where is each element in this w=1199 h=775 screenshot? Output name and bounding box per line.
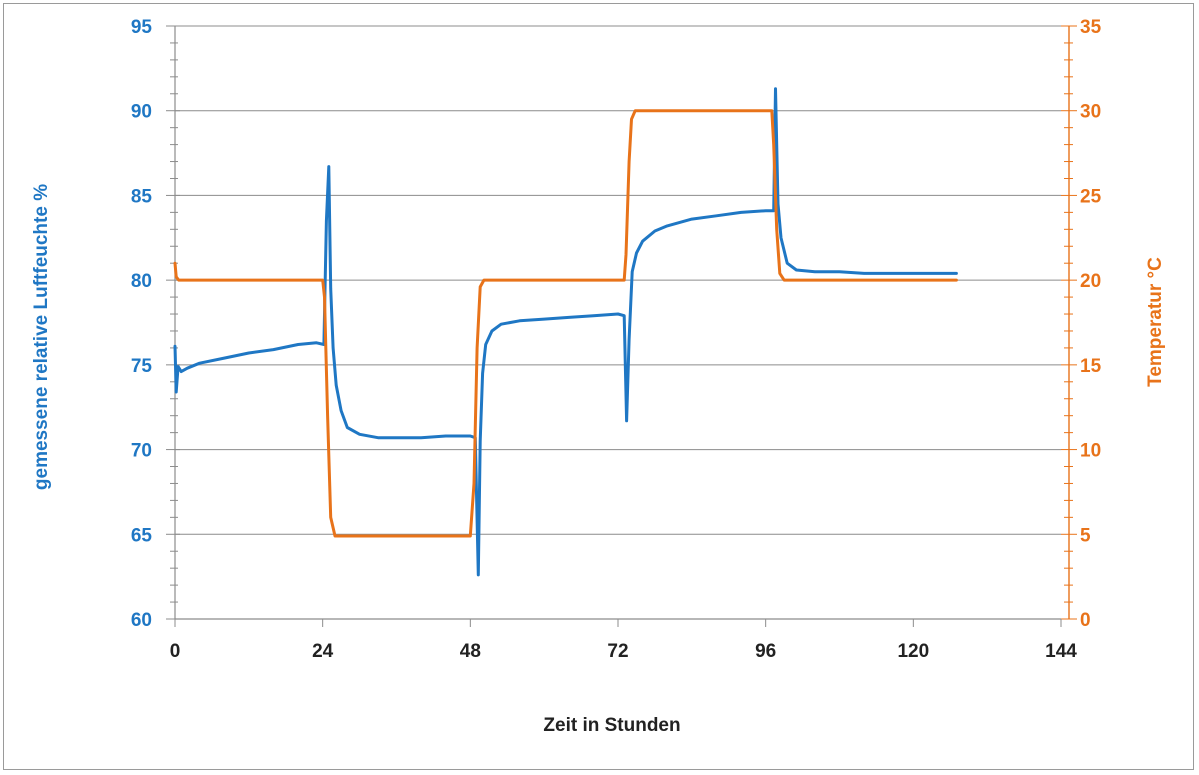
x-tick-label: 0 — [170, 641, 181, 662]
left-axis-title: gemessene relative Luftfeuchte % — [31, 184, 52, 490]
right-axis-title: Temperatur °C — [1145, 257, 1166, 387]
right-tick-label: 35 — [1080, 17, 1102, 38]
right-tick-label: 5 — [1080, 525, 1091, 546]
right-tick-label: 20 — [1080, 271, 1101, 292]
x-axis-title: Zeit in Stunden — [543, 715, 680, 736]
x-tick-label: 96 — [755, 641, 776, 662]
right-tick-label: 10 — [1080, 441, 1101, 462]
right-tick-label: 0 — [1080, 610, 1091, 631]
axes — [166, 25, 1077, 627]
left-tick-label: 60 — [131, 610, 152, 631]
x-tick-label: 48 — [460, 641, 481, 662]
series-lines — [173, 87, 958, 577]
right-tick-label: 25 — [1080, 186, 1102, 207]
left-tick-label: 70 — [131, 441, 152, 462]
right-tick-label: 30 — [1080, 102, 1101, 123]
tick-labels: 60 65 70 75 80 85 90 95 0 5 10 15 20 25 30 35 0 24 48 72 96 1… — [131, 17, 1102, 662]
left-tick-label: 80 — [131, 271, 152, 292]
humidity-series-line — [173, 87, 958, 577]
left-tick-label: 90 — [131, 102, 152, 123]
left-tick-label: 95 — [131, 17, 153, 38]
left-tick-label: 65 — [131, 525, 153, 546]
gridlines — [175, 25, 1061, 620]
right-tick-label: 15 — [1080, 356, 1102, 377]
left-tick-label: 75 — [131, 356, 153, 377]
x-tick-label: 24 — [312, 641, 334, 662]
chart-frame — [3, 3, 1194, 770]
left-tick-label: 85 — [131, 186, 153, 207]
x-tick-label: 72 — [607, 641, 628, 662]
x-tick-label: 120 — [897, 641, 929, 662]
temperature-series-line — [173, 109, 958, 538]
x-tick-label: 144 — [1045, 641, 1077, 662]
